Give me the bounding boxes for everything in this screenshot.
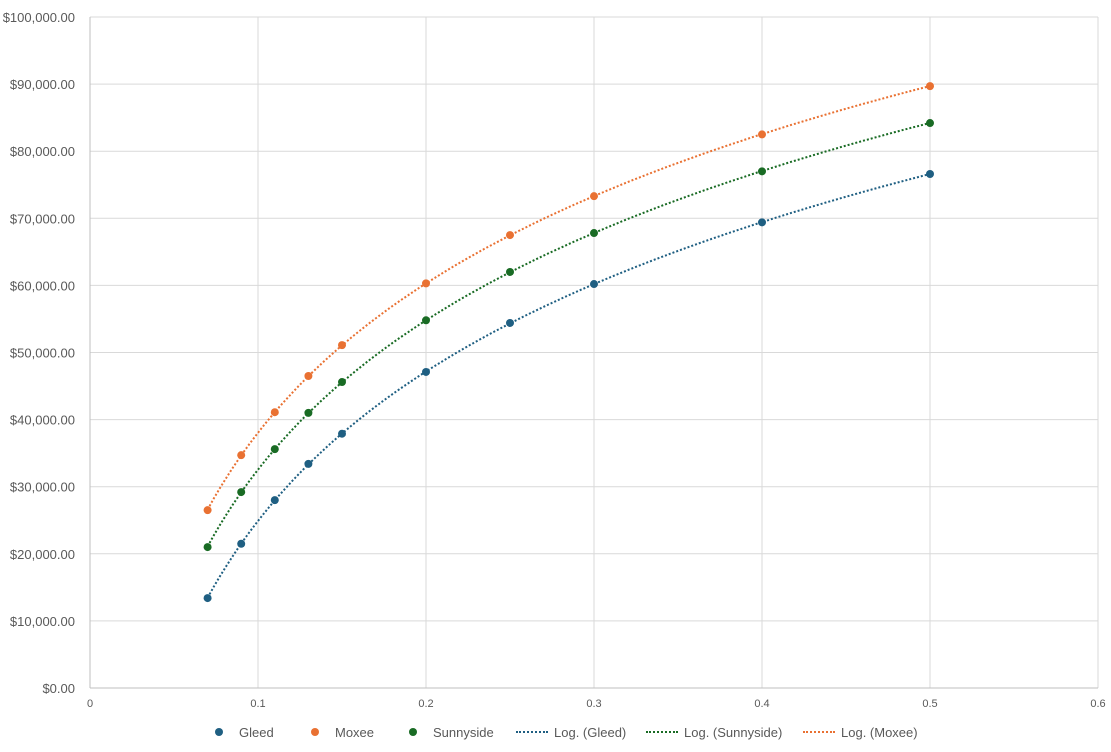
dotted-line-icon [646, 731, 678, 733]
data-points [203, 82, 934, 603]
y-tick-label: $50,000.00 [10, 346, 75, 361]
y-axis: $0.00 $10,000.00 $20,000.00 $30,000.00 $40,0… [3, 10, 91, 696]
x-tick-label: 0.4 [754, 698, 769, 710]
data-point-moxee[interactable] [203, 506, 212, 515]
legend-item-moxee[interactable]: Moxee [311, 722, 374, 742]
data-point-moxee[interactable] [270, 408, 279, 417]
x-axis: 0 0.1 0.2 0.3 0.4 0.5 0.6 [87, 687, 1106, 710]
x-tick-label: 0.5 [922, 698, 937, 710]
data-point-gleed[interactable] [203, 594, 212, 603]
data-point-sunnyside[interactable] [237, 488, 246, 497]
data-point-sunnyside[interactable] [590, 229, 598, 238]
legend-item-log-moxee[interactable]: Log. (Moxee) [803, 722, 918, 742]
data-point-sunnyside[interactable] [304, 408, 313, 417]
data-point-moxee[interactable] [237, 451, 246, 460]
y-tick-label: $10,000.00 [10, 614, 75, 629]
data-point-moxee[interactable] [304, 371, 313, 380]
trendline-gleed [206, 173, 931, 599]
legend-label: Log. (Moxee) [841, 724, 918, 740]
data-point-moxee[interactable] [590, 192, 598, 201]
data-point-sunnyside[interactable] [758, 167, 766, 176]
legend-label: Sunnyside [433, 724, 494, 740]
dotted-line-icon [516, 731, 548, 733]
y-tick-label: $30,000.00 [10, 480, 75, 495]
y-tick-label: $90,000.00 [10, 77, 75, 92]
data-point-moxee[interactable] [926, 82, 934, 91]
legend-item-gleed[interactable]: Gleed [215, 722, 274, 742]
x-tick-label: 0.3 [586, 698, 601, 710]
gridlines [89, 16, 1099, 689]
y-tick-label: $80,000.00 [10, 144, 75, 159]
legend-label: Moxee [335, 724, 375, 740]
x-tick-label: 0.2 [418, 698, 433, 710]
y-tick-label: $20,000.00 [10, 547, 75, 562]
legend-label: Gleed [239, 724, 274, 740]
data-point-moxee[interactable] [506, 231, 514, 240]
legend: Gleed Moxee Sunnyside Log. (Gleed) Log. … [0, 722, 1111, 742]
y-tick-label: $60,000.00 [10, 278, 75, 293]
legend-label: Log. (Gleed) [554, 724, 627, 740]
data-point-gleed[interactable] [237, 539, 246, 548]
legend-item-sunnyside[interactable]: Sunnyside [409, 722, 494, 742]
legend-item-log-gleed[interactable]: Log. (Gleed) [516, 722, 626, 742]
data-point-gleed[interactable] [338, 429, 346, 438]
data-point-gleed[interactable] [758, 218, 766, 227]
data-point-sunnyside[interactable] [270, 445, 279, 454]
legend-item-log-sunnyside[interactable]: Log. (Sunnyside) [646, 722, 782, 742]
legend-label: Log. (Sunnyside) [684, 724, 783, 740]
trendline-moxee [206, 85, 931, 511]
dotted-line-icon [803, 731, 835, 733]
gleed-marker-icon [215, 728, 223, 736]
data-point-sunnyside[interactable] [506, 267, 514, 276]
x-tick-label: 0.6 [1090, 698, 1105, 710]
data-point-moxee[interactable] [758, 130, 766, 139]
y-tick-label: $0.00 [42, 681, 75, 696]
data-point-sunnyside[interactable] [422, 316, 430, 325]
trendlines [206, 85, 931, 599]
data-point-gleed[interactable] [506, 318, 514, 327]
y-tick-label: $40,000.00 [10, 413, 75, 428]
data-point-sunnyside[interactable] [338, 378, 346, 387]
data-point-sunnyside[interactable] [926, 119, 934, 128]
data-point-gleed[interactable] [590, 280, 598, 289]
y-tick-label: $70,000.00 [10, 211, 75, 226]
data-point-moxee[interactable] [422, 279, 430, 288]
x-tick-label: 0.1 [250, 698, 265, 710]
data-point-gleed[interactable] [270, 496, 279, 505]
sunnyside-marker-icon [409, 728, 417, 736]
trendline-sunnyside [206, 121, 931, 547]
data-point-gleed[interactable] [926, 170, 934, 179]
moxee-marker-icon [311, 728, 319, 736]
data-point-sunnyside[interactable] [203, 543, 212, 552]
data-point-moxee[interactable] [338, 341, 346, 350]
x-tick-label: 0 [87, 698, 93, 710]
data-point-gleed[interactable] [422, 367, 430, 376]
data-point-gleed[interactable] [304, 459, 313, 468]
y-tick-label: $100,000.00 [3, 10, 75, 25]
